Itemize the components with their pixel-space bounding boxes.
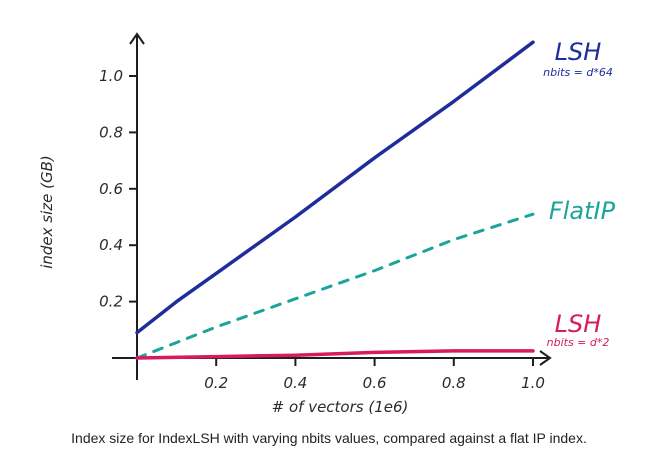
y-axis-label: index size (GB)	[38, 155, 56, 269]
y-axis-arrow	[129, 32, 145, 45]
x-ticks: 0.2 0.4 0.6 0.8 1.0	[204, 358, 545, 392]
series-note-0: nbits = d*64	[543, 66, 613, 79]
series-note-2: nbits = d*2	[547, 336, 610, 349]
x-tick-label: 1.0	[521, 374, 545, 392]
chart: 0.2 0.4 0.6 0.8 1.0 0.20.40.60.81.0 LSHnbits…	[38, 32, 616, 416]
x-axis-arrow	[539, 350, 552, 366]
y-tick-label: 1.0	[99, 67, 123, 85]
x-axis-label: # of vectors (1e6)	[272, 398, 409, 416]
x-tick-label: 0.4	[283, 374, 307, 392]
series-label-1: FlatIP	[549, 197, 616, 225]
y-ticks: 0.2 0.4 0.6 0.8 1.0	[99, 67, 137, 311]
figure-caption: Index size for IndexLSH with varying nbi…	[71, 430, 587, 446]
y-tick-label: 0.4	[99, 236, 123, 254]
series-line-2	[135, 349, 535, 360]
series-label-2: LSH	[555, 310, 602, 338]
x-tick-label: 0.2	[204, 374, 228, 392]
y-axis	[129, 32, 145, 380]
series-label-0: LSH	[555, 38, 602, 66]
series-layer	[135, 40, 535, 360]
series-line-0	[135, 40, 535, 335]
x-tick-label: 0.6	[363, 374, 387, 392]
y-tick-label: 0.8	[99, 123, 123, 141]
y-tick-label: 0.6	[99, 180, 123, 198]
x-tick-label: 0.8	[442, 374, 466, 392]
y-tick-label: 0.2	[99, 293, 123, 311]
series-line-1	[135, 212, 535, 360]
